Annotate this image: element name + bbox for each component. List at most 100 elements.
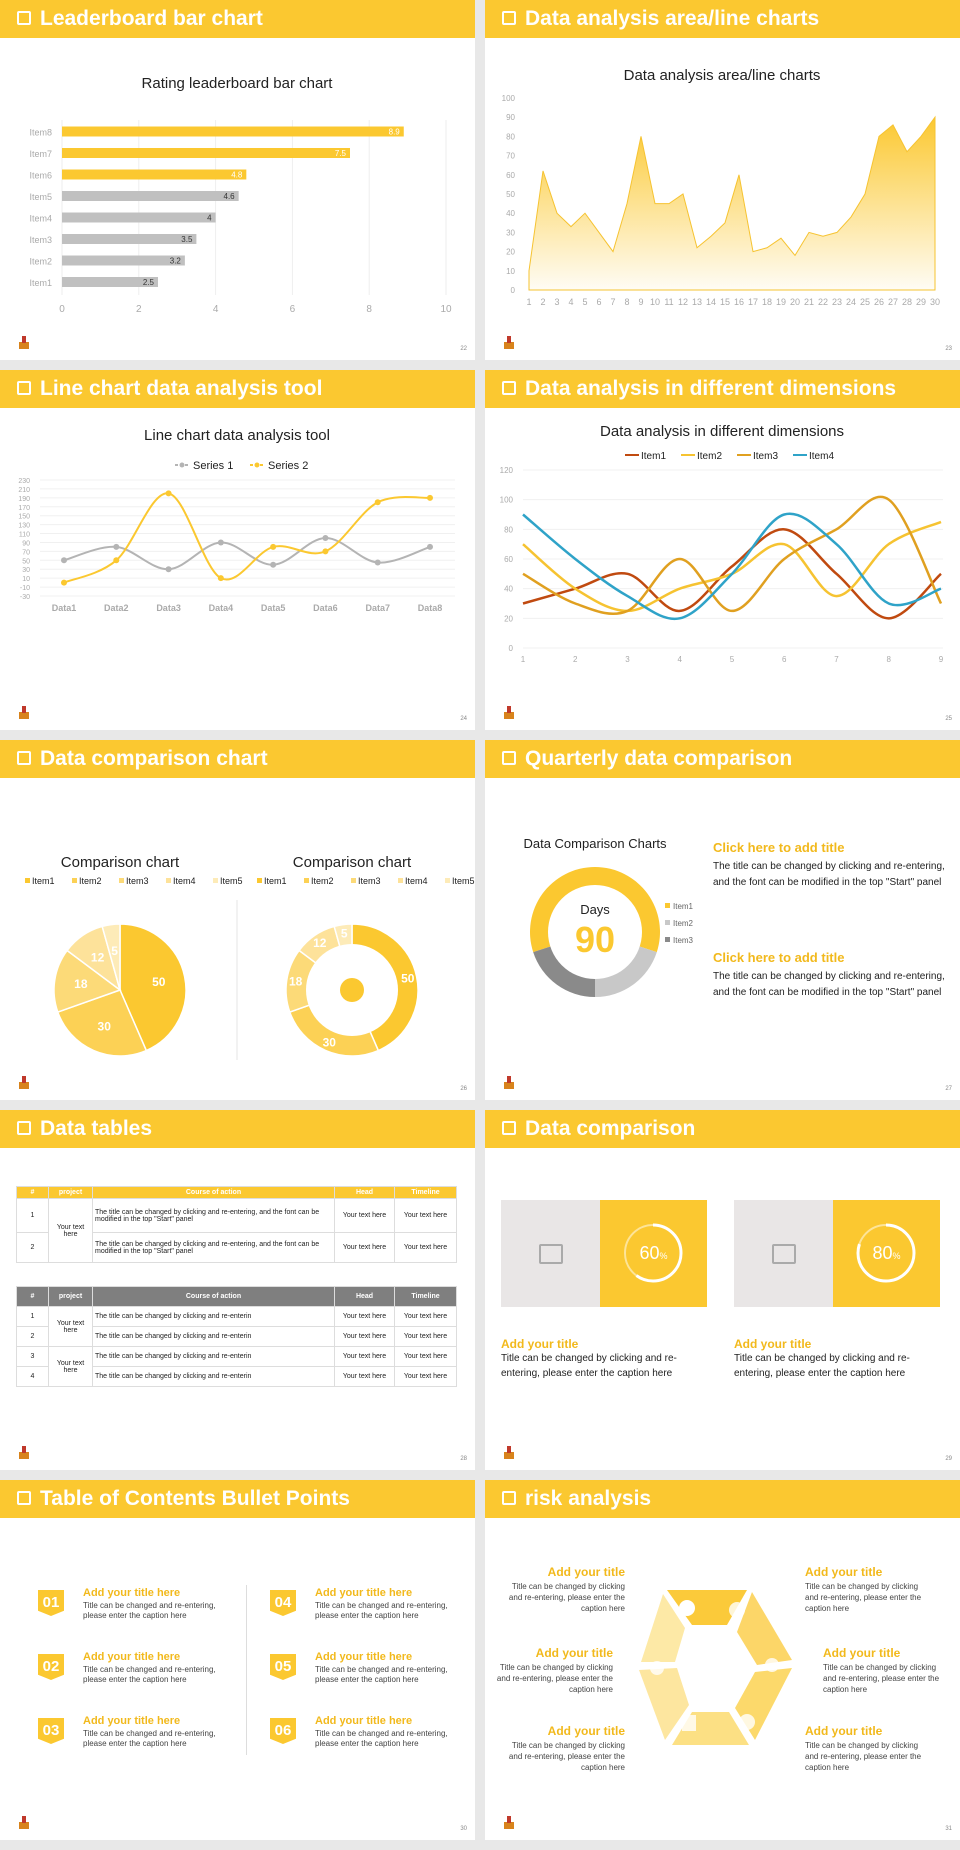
tick-label: 9 bbox=[939, 655, 944, 664]
legend-swatch bbox=[445, 878, 450, 883]
category-label: Item7 bbox=[29, 149, 52, 159]
data-label: 2.5 bbox=[143, 278, 155, 287]
progress-ring bbox=[623, 1223, 683, 1283]
legend-label: Item1 bbox=[641, 451, 666, 462]
cell: Your text here bbox=[394, 1366, 457, 1387]
toc-text: Title can be changed and re-entering, pl… bbox=[83, 1601, 216, 1620]
block-title[interactable]: Click here to add title bbox=[713, 950, 845, 965]
tick-label: 21 bbox=[804, 297, 814, 307]
risk-title[interactable]: Add your title bbox=[805, 1565, 883, 1579]
risk-title[interactable]: Add your title bbox=[805, 1724, 883, 1738]
bar bbox=[62, 234, 197, 244]
pie-charts: Comparison chart Item1 Item2 Item3 Item4 Item… bbox=[25, 854, 475, 1060]
toc-title[interactable]: Add your title here bbox=[315, 1651, 413, 1663]
pie-slice bbox=[56, 989, 148, 1057]
tick-label: 8 bbox=[624, 297, 629, 307]
tick-label: 25 bbox=[860, 297, 870, 307]
bar-chart: Rating leaderboard bar chart 0 2 4 6 8 10 Item1… bbox=[29, 75, 452, 315]
data-point bbox=[374, 499, 381, 506]
category-label: Data6 bbox=[313, 603, 338, 613]
cell: Your text here bbox=[48, 1306, 93, 1347]
slide-header: Line chart data analysis tool bbox=[0, 370, 475, 408]
slide-header: Data comparison chart bbox=[0, 740, 475, 778]
bar bbox=[62, 169, 247, 180]
tick-label: 5 bbox=[730, 655, 735, 664]
image-placeholder[interactable] bbox=[501, 1200, 600, 1307]
slide-header: Data tables bbox=[0, 1110, 475, 1148]
toc-title[interactable]: Add your title here bbox=[83, 1715, 181, 1727]
page-number: 26 bbox=[460, 1086, 467, 1092]
risk-title[interactable]: Add your title bbox=[823, 1646, 901, 1660]
data-point bbox=[427, 494, 433, 501]
tick-label: 30 bbox=[506, 228, 515, 237]
page-number: 29 bbox=[945, 1456, 952, 1462]
data-label: 50 bbox=[152, 975, 166, 989]
page-number: 22 bbox=[460, 346, 467, 352]
slide-header: Data comparison bbox=[485, 1110, 960, 1148]
slide-header: Table of Contents Bullet Points bbox=[0, 1480, 475, 1518]
tick-label: 30 bbox=[930, 297, 940, 307]
risk-title[interactable]: Add your title bbox=[535, 1646, 613, 1660]
image-placeholder[interactable] bbox=[734, 1200, 833, 1307]
checkbox-icon bbox=[17, 11, 31, 25]
tick-label: 24 bbox=[846, 297, 856, 307]
toc-title[interactable]: Add your title here bbox=[315, 1715, 413, 1727]
tick-label: 19 bbox=[776, 297, 786, 307]
tick-label: 150 bbox=[18, 514, 30, 521]
multi-line-chart: Data analysis in different dimensions Ite… bbox=[500, 423, 944, 664]
bar bbox=[62, 126, 404, 137]
risk-title[interactable]: Add your title bbox=[547, 1724, 625, 1738]
tick-label: 60 bbox=[506, 171, 515, 180]
progress-ring bbox=[856, 1223, 916, 1283]
tick-label: 3 bbox=[554, 297, 559, 307]
tick-label: 170 bbox=[18, 505, 30, 512]
col-header: Course of action bbox=[92, 1286, 335, 1307]
text-block: Click here to add title The title can be… bbox=[713, 840, 953, 891]
tick-label: 60 bbox=[504, 555, 513, 564]
risk-title[interactable]: Add your title bbox=[547, 1565, 625, 1579]
toc-title[interactable]: Add your title here bbox=[315, 1587, 413, 1599]
card-text: Title can be changed by clicking and re-… bbox=[501, 1353, 677, 1379]
cell: Your text here bbox=[394, 1198, 457, 1233]
risk-text: Title can be changed by clicking and re-… bbox=[805, 1582, 922, 1613]
legend-label: Item5 bbox=[452, 876, 475, 886]
col-header: Course of action bbox=[92, 1186, 335, 1199]
category-label: Item4 bbox=[29, 214, 52, 224]
block-title[interactable]: Click here to add title bbox=[713, 840, 845, 855]
cell: Your text here bbox=[394, 1306, 457, 1327]
tick-label: 28 bbox=[902, 297, 912, 307]
tick-label: 12 bbox=[678, 297, 688, 307]
toc-text: Title can be changed and re-entering, pl… bbox=[315, 1729, 448, 1748]
logo-icon bbox=[19, 1076, 29, 1089]
slide-data-tables: Data tables # project Course of action H… bbox=[0, 1110, 475, 1470]
checkbox-icon bbox=[17, 1121, 31, 1135]
risk-text: Title can be changed by clicking and re-… bbox=[496, 1663, 613, 1694]
col-header: Timeline bbox=[394, 1186, 457, 1199]
toc-title[interactable]: Add your title here bbox=[83, 1587, 181, 1599]
card-text: Title can be changed by clicking and re-… bbox=[734, 1353, 910, 1379]
card-title[interactable]: Add your title bbox=[501, 1337, 579, 1351]
slide-toc: Table of Contents Bullet Points 01 Add y… bbox=[0, 1480, 475, 1840]
handshake-icon bbox=[650, 1661, 664, 1675]
tick-label: 40 bbox=[504, 585, 513, 594]
tick-label: 50 bbox=[22, 558, 30, 565]
slide-header: risk analysis bbox=[485, 1480, 960, 1518]
divider bbox=[246, 1585, 247, 1755]
card-title[interactable]: Add your title bbox=[734, 1337, 812, 1351]
cell: The title can be changed by clicking and… bbox=[92, 1326, 335, 1347]
tick-label: 27 bbox=[888, 297, 898, 307]
data-label: 4 bbox=[207, 214, 212, 223]
risk-item: Add your title Title can be changed by c… bbox=[823, 1646, 943, 1695]
col-header: Head bbox=[334, 1186, 395, 1199]
legend-label: Item5 bbox=[220, 876, 243, 886]
coins-icon bbox=[729, 1602, 745, 1618]
tick-label: 13 bbox=[692, 297, 702, 307]
cell: 3 bbox=[16, 1346, 49, 1367]
slide-title: Data tables bbox=[40, 1117, 153, 1140]
data-point bbox=[270, 543, 277, 550]
tick-label: 0 bbox=[509, 644, 514, 653]
tick-label: 20 bbox=[506, 248, 515, 257]
slide-title: Quarterly data comparison bbox=[525, 747, 793, 770]
toc-title[interactable]: Add your title here bbox=[83, 1651, 181, 1663]
cell: Your text here bbox=[394, 1232, 457, 1263]
